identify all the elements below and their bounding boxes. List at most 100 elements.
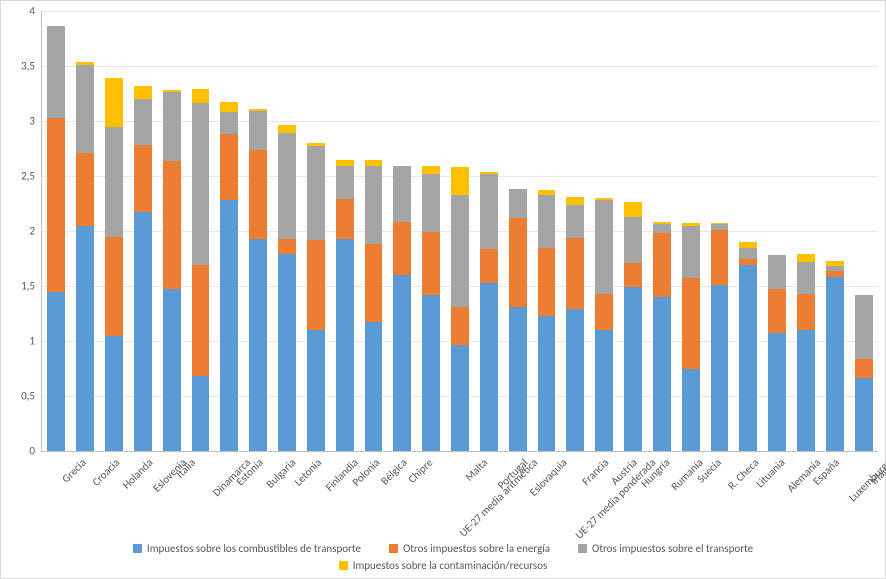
bar-segment-transport [76,65,94,153]
bar-segment-transport [566,205,584,238]
bar-segment-transport [855,295,873,359]
bar-segment-fuel [365,322,383,451]
bar-segment-energy [653,233,671,297]
bar-segment-transport [105,127,123,237]
bar-segment-energy [480,249,498,283]
bar-segment-energy [855,359,873,379]
legend: Impuestos sobre los combustibles de tran… [1,542,885,572]
bar-segment-energy [105,237,123,336]
bar-segment-transport [307,146,325,240]
bar-segment-transport [336,166,354,199]
bar-segment-fuel [76,226,94,452]
gridline [42,11,878,12]
bar-segment-fuel [393,275,411,451]
bar-segment-fuel [509,307,527,451]
bar [826,261,844,451]
bar-segment-energy [278,239,296,254]
bar [163,90,181,451]
bar-segment-energy [192,265,210,376]
bar-segment-fuel [768,333,786,451]
bar-segment-transport [47,26,65,117]
x-tick-label: Chipre [406,456,436,486]
bar-segment-energy [307,240,325,330]
bar-segment-pollution [278,125,296,133]
bar-segment-energy [220,134,238,200]
bar [134,86,152,451]
bar [76,62,94,451]
bar-segment-transport [365,166,383,244]
bar-segment-energy [365,244,383,322]
y-tick-label: 2 [5,225,35,238]
bar-segment-fuel [624,287,642,451]
bar [739,242,757,451]
y-tick-label: 1 [5,335,35,348]
bar-segment-fuel [278,254,296,451]
bar [192,89,210,451]
bar [422,166,440,451]
bar-segment-fuel [682,369,700,452]
y-tick-label: 1,5 [5,280,35,293]
bar-segment-energy [624,263,642,287]
bar-segment-fuel [595,330,613,451]
bar-segment-transport [538,195,556,248]
legend-label: Impuestos sobre la contaminación/recurso… [353,559,548,572]
bar-segment-pollution [365,160,383,167]
bar-segment-transport [192,103,210,265]
plot-area [41,11,878,452]
bar-segment-fuel [163,289,181,451]
y-tick-label: 0,5 [5,390,35,403]
bar [105,78,123,451]
bar [336,160,354,451]
bar [653,222,671,451]
bar [278,125,296,451]
bar-segment-energy [336,199,354,239]
bar-segment-transport [682,226,700,279]
legend-swatch [133,544,142,553]
bar-segment-fuel [249,239,267,451]
bar-segment-pollution [220,102,238,112]
legend-label: Otros impuestos sobre la energía [403,542,550,555]
bar-segment-fuel [451,345,469,451]
bar-segment-energy [249,150,267,239]
bar-segment-fuel [566,309,584,451]
bar-segment-fuel [711,285,729,451]
bar-segment-energy [163,161,181,290]
chart-container: Impuestos sobre los combustibles de tran… [0,0,886,579]
bar-segment-transport [653,224,671,233]
bar [855,295,873,451]
bar-segment-transport [393,166,411,222]
bar-segment-pollution [422,166,440,174]
bar-segment-energy [393,222,411,275]
bar-segment-fuel [480,283,498,451]
bar [451,167,469,451]
bar-segment-pollution [566,197,584,205]
bar-segment-energy [422,232,440,295]
bar-segment-energy [739,259,757,266]
x-tick-label: Francia [580,456,612,488]
bar-segment-pollution [134,86,152,99]
bar-segment-energy [682,278,700,368]
bar [797,254,815,451]
bar-segment-pollution [451,167,469,195]
x-tick-label: R. Checa [726,456,762,492]
bar [365,160,383,451]
bar-segment-energy [509,218,527,307]
bar-segment-transport [134,99,152,145]
x-tick-label: Croacia [90,456,123,489]
bar [509,189,527,451]
bar [682,223,700,451]
y-tick-label: 2,5 [5,170,35,183]
bar [220,102,238,451]
bar [307,143,325,451]
legend-item: Otros impuestos sobre la energía [389,542,550,555]
bar-segment-fuel [47,292,65,452]
bar-segment-fuel [739,265,757,451]
bar [768,255,786,451]
bar-segment-pollution [336,160,354,167]
bar-segment-energy [826,271,844,278]
bar-segment-energy [76,153,94,226]
bar-segment-energy [134,145,152,212]
bar-segment-fuel [797,330,815,451]
legend-item: Otros impuestos sobre el transporte [578,542,753,555]
bar-segment-fuel [220,200,238,451]
